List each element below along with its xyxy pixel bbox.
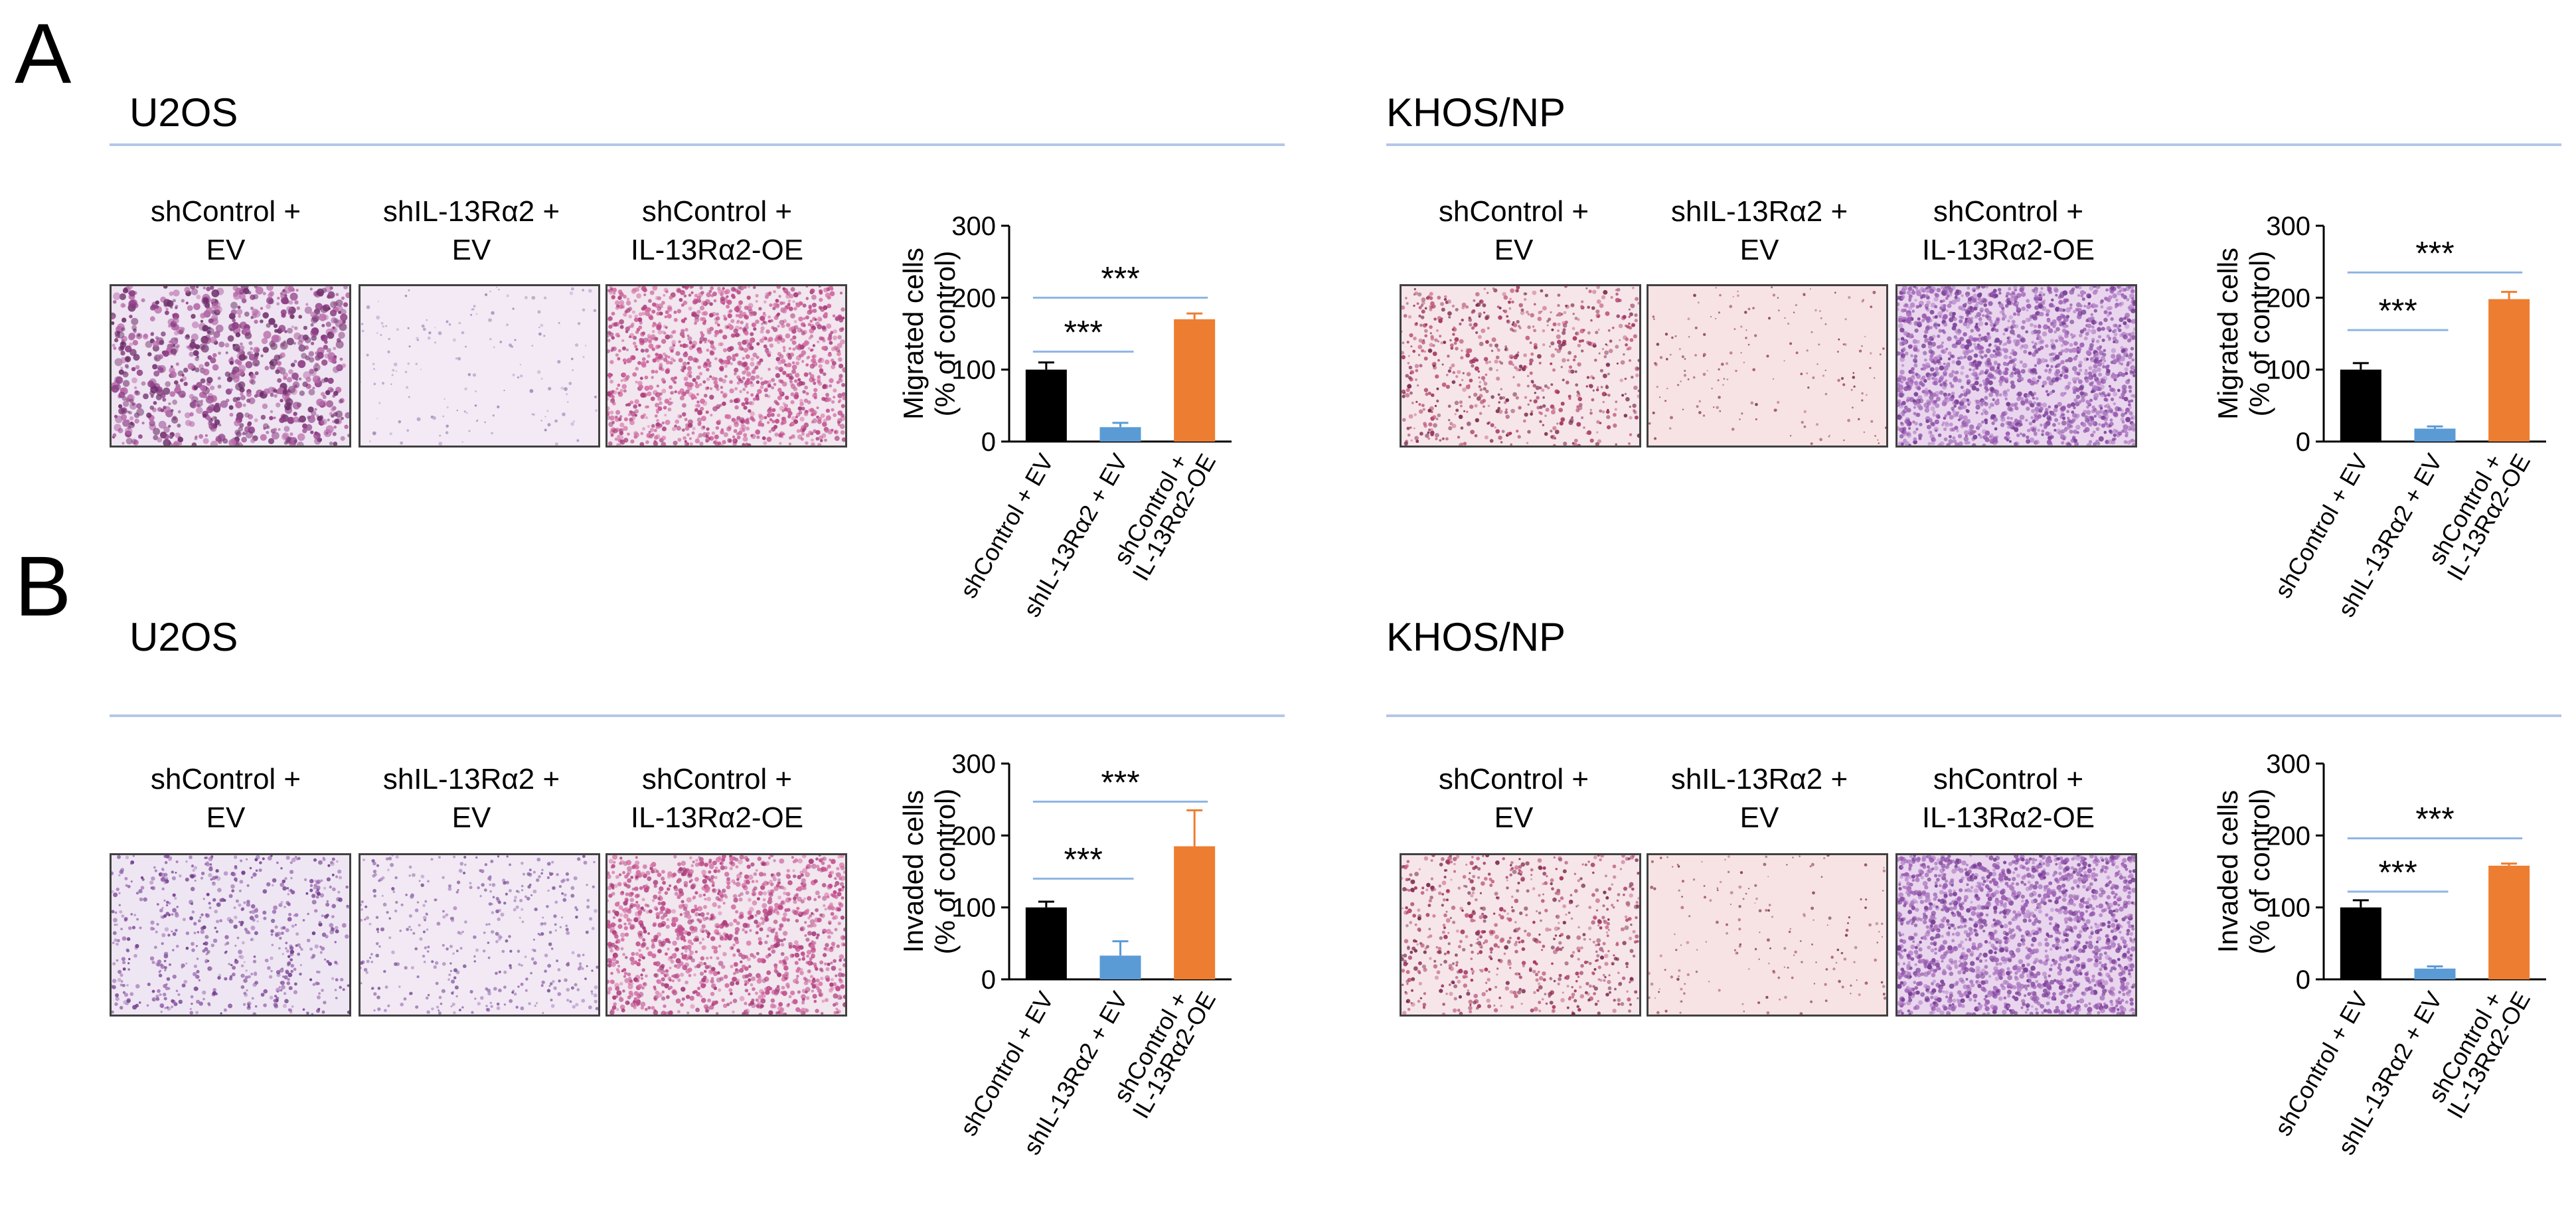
micrograph-texture <box>112 855 349 1015</box>
y-tick-label: 300 <box>951 750 996 779</box>
bar <box>1174 846 1216 979</box>
y-axis-label: (% of control) <box>2244 251 2275 417</box>
image-label-a-u2os-oe: shControl + IL-13Rα2-OE <box>630 195 804 266</box>
significance-label: *** <box>2378 292 2417 329</box>
micrograph-texture <box>1402 286 1639 446</box>
y-axis-label: Migrated cells <box>2212 248 2243 420</box>
y-tick-label: 100 <box>2266 894 2310 923</box>
micrograph-b-u2os-oe <box>605 853 847 1017</box>
cell-title-a-u2os: U2OS <box>129 90 238 135</box>
y-tick-label: 100 <box>951 894 996 923</box>
y-axis-label: Migrated cells <box>898 248 929 420</box>
micrograph-b-u2os-kd <box>359 853 600 1017</box>
divider-b-khos <box>1386 714 2561 717</box>
micrograph-a-u2os-kd <box>359 284 600 448</box>
y-tick-label: 200 <box>951 284 996 313</box>
bar <box>1025 907 1067 979</box>
micrograph-texture <box>361 855 598 1015</box>
bar <box>1174 319 1216 442</box>
significance-label: *** <box>1064 841 1102 878</box>
image-label-b-u2os-ctrl: shControl + EV <box>150 763 301 834</box>
image-label-b-khos-ctrl: shControl + EV <box>1438 763 1589 834</box>
chart-a-u2os: Migrated cells (% of control) 0 100 200 300 **… <box>898 212 1232 621</box>
micrograph-texture <box>1897 855 2135 1015</box>
cell-title-b-u2os: U2OS <box>129 615 238 659</box>
y-tick-label: 300 <box>2266 750 2310 779</box>
cell-title-a-khos: KHOS/NP <box>1386 90 1566 135</box>
bar <box>2340 907 2381 979</box>
y-tick-label: 0 <box>981 428 996 457</box>
bar <box>2414 968 2456 979</box>
y-tick-label: 300 <box>951 212 996 241</box>
bar <box>1099 427 1141 442</box>
y-tick-label: 0 <box>2296 428 2310 457</box>
image-label-a-khos-kd: shIL-13Rα2 + EV <box>1670 195 1848 266</box>
micrograph-texture <box>1649 855 1886 1015</box>
significance-label: *** <box>2415 234 2454 272</box>
bar <box>2414 428 2456 442</box>
y-tick-label: 300 <box>2266 212 2310 241</box>
micrograph-a-u2os-ctrl <box>110 284 351 448</box>
bar <box>2488 299 2530 442</box>
micrograph-texture <box>361 286 598 446</box>
image-label-b-khos-kd: shIL-13Rα2 + EV <box>1670 763 1848 834</box>
micrograph-b-khos-oe <box>1895 853 2137 1017</box>
panel-label-a: A <box>15 7 72 102</box>
y-axis-label: (% of control) <box>929 251 961 417</box>
significance-label: *** <box>1101 260 1139 297</box>
chart-a-khos: Migrated cells (% of control) 0 100 200 300 **… <box>2212 212 2546 621</box>
micrograph-b-u2os-ctrl <box>110 853 351 1017</box>
micrograph-texture <box>1649 286 1886 446</box>
image-label-a-u2os-kd: shIL-13Rα2 + EV <box>382 195 560 266</box>
y-tick-label: 100 <box>2266 356 2310 385</box>
chart-b-u2os: Invaded cells (% of control) 0 100 200 300 ***… <box>898 750 1232 1159</box>
y-tick-label: 200 <box>2266 821 2310 851</box>
micrograph-texture <box>607 855 845 1015</box>
micrograph-b-khos-ctrl <box>1400 853 1641 1017</box>
bar <box>2340 369 2381 442</box>
y-tick-label: 200 <box>951 821 996 851</box>
micrograph-a-khos-kd <box>1647 284 1888 448</box>
y-tick-label: 0 <box>2296 965 2310 995</box>
image-label-a-khos-ctrl: shControl + EV <box>1438 195 1589 266</box>
image-label-b-u2os-kd: shIL-13Rα2 + EV <box>382 763 560 834</box>
significance-label: *** <box>1101 764 1139 801</box>
y-axis-label: (% of control) <box>929 789 961 955</box>
cell-title-b-khos: KHOS/NP <box>1386 615 1566 659</box>
micrograph-texture <box>607 286 845 446</box>
bar <box>1099 955 1141 979</box>
significance-label: *** <box>1064 314 1102 351</box>
micrograph-texture <box>1897 286 2135 446</box>
divider-a-khos <box>1386 143 2561 146</box>
micrograph-a-khos-oe <box>1895 284 2137 448</box>
image-label-b-u2os-oe: shControl + IL-13Rα2-OE <box>630 763 804 834</box>
divider-b-u2os <box>110 714 1285 717</box>
micrograph-b-khos-kd <box>1647 853 1888 1017</box>
micrograph-a-khos-ctrl <box>1400 284 1641 448</box>
y-axis-label: Invaded cells <box>898 790 929 953</box>
divider-a-u2os <box>110 143 1285 146</box>
y-axis-label: Invaded cells <box>2212 790 2243 953</box>
y-axis-label: (% of control) <box>2244 789 2275 955</box>
micrograph-a-u2os-oe <box>605 284 847 448</box>
panel-label-b: B <box>15 539 72 634</box>
significance-label: *** <box>2378 854 2417 891</box>
image-label-a-khos-oe: shControl + IL-13Rα2-OE <box>1921 195 2095 266</box>
micrograph-texture <box>1402 855 1639 1015</box>
y-tick-label: 0 <box>981 965 996 995</box>
significance-label: *** <box>2415 801 2454 838</box>
image-label-b-khos-oe: shControl + IL-13Rα2-OE <box>1921 763 2095 834</box>
bar <box>1025 369 1067 442</box>
image-label-a-u2os-ctrl: shControl + EV <box>150 195 301 266</box>
y-tick-label: 100 <box>951 356 996 385</box>
micrograph-texture <box>112 286 349 446</box>
bar <box>2488 865 2530 979</box>
y-tick-label: 200 <box>2266 284 2310 313</box>
chart-b-khos: Invaded cells (% of control) 0 100 200 300 ***… <box>2212 750 2546 1159</box>
